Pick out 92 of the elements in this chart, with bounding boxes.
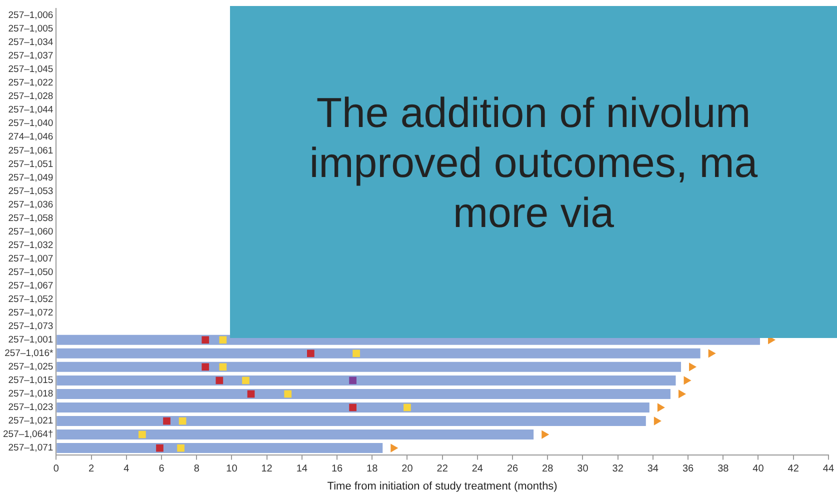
point <box>352 350 360 358</box>
y-tick-label: 257–1,028 <box>8 91 54 102</box>
x-tick-label: 6 <box>158 464 165 475</box>
point <box>202 363 210 371</box>
bar <box>56 402 650 412</box>
point <box>202 336 210 344</box>
x-tick-label: 28 <box>542 464 554 475</box>
x-tick-label: 2 <box>88 464 95 475</box>
y-tick-label: 257–1,036 <box>8 199 54 210</box>
y-tick-label: 257–1,061 <box>8 145 54 156</box>
point <box>284 390 292 398</box>
y-tick-label: 257–1,007 <box>8 253 54 264</box>
x-tick-label: 30 <box>577 464 589 475</box>
y-tick-label: 257–1,016* <box>4 348 54 360</box>
x-tick-label: 38 <box>718 464 730 475</box>
x-tick-label: 32 <box>612 464 624 475</box>
x-tick-label: 14 <box>296 464 308 475</box>
point <box>349 404 356 412</box>
x-tick-label: 40 <box>752 464 764 475</box>
x-tick-label: 12 <box>261 464 273 475</box>
x-axis-title: Time from initiation of study treatment (months) <box>327 480 558 492</box>
y-tick-label: 257–1,073 <box>8 321 54 332</box>
point <box>349 376 356 384</box>
x-tick-label: 26 <box>506 464 519 475</box>
y-tick-label: 257–1,051 <box>8 158 54 170</box>
point <box>216 376 224 384</box>
y-tick-label: 257–1,053 <box>8 186 54 197</box>
y-tick-label: 257–1,045 <box>8 64 54 76</box>
point <box>242 376 250 384</box>
y-tick-label: 257–1,037 <box>8 50 54 62</box>
bar <box>56 375 676 386</box>
point <box>404 404 411 412</box>
x-tick-label: 36 <box>682 464 694 475</box>
y-tick-label: 274–1,046 <box>8 132 54 143</box>
y-tick-label: 257–1,067 <box>8 280 54 292</box>
point <box>138 430 146 438</box>
y-tick-label: 257–1,001 <box>8 334 54 346</box>
y-tick-label: 257–1,005 <box>8 24 54 35</box>
point <box>219 336 227 344</box>
point <box>156 444 164 452</box>
y-tick-label: 257–1,058 <box>8 212 54 224</box>
y-tick-label: 257–1,044 <box>8 104 54 116</box>
y-tick-label: 257–1,040 <box>8 118 54 130</box>
point <box>657 403 665 412</box>
x-tick-label: 16 <box>331 464 344 475</box>
point <box>542 430 550 439</box>
point <box>219 363 227 371</box>
y-tick-label: 257–1,050 <box>8 266 54 278</box>
x-tick-label: 34 <box>647 464 659 475</box>
point <box>684 376 692 385</box>
callout-box: The addition of nivolum improved outcomes, ma more via <box>230 6 837 338</box>
y-tick-label: 257–1,064† <box>2 429 54 440</box>
point <box>654 416 662 426</box>
x-tick-label: 0 <box>53 464 60 475</box>
x-tick-label: 8 <box>194 464 200 475</box>
bar <box>56 362 682 372</box>
y-tick-label: 257–1,072 <box>8 307 54 318</box>
x-tick-label: 44 <box>822 464 834 475</box>
x-tick-label: 10 <box>226 464 238 475</box>
bar <box>56 430 534 440</box>
point <box>247 390 255 398</box>
y-tick-label: 257–1,060 <box>8 226 54 238</box>
y-tick-label: 257–1,032 <box>8 240 54 251</box>
bar <box>56 348 700 358</box>
point <box>163 417 170 425</box>
y-tick-label: 257–1,025 <box>8 362 54 373</box>
x-tick-label: 20 <box>402 464 414 475</box>
y-tick-label: 257–1,022 <box>8 78 54 89</box>
point <box>708 349 716 358</box>
x-tick-label: 18 <box>366 464 378 475</box>
point <box>689 362 697 372</box>
y-tick-label: 257–1,015 <box>8 375 54 386</box>
bar <box>56 388 670 399</box>
y-tick-label: 257–1,052 <box>8 294 54 305</box>
y-tick-label: 257–1,018 <box>8 388 54 400</box>
y-tick-label: 257–1,006 <box>8 10 54 22</box>
point <box>678 390 686 398</box>
y-tick-label: 257–1,034 <box>8 37 54 48</box>
bar <box>56 443 383 454</box>
y-tick-label: 257–1,021 <box>8 416 54 427</box>
x-tick-label: 22 <box>436 464 448 475</box>
y-tick-label: 257–1,023 <box>8 402 54 414</box>
bar <box>56 416 646 426</box>
point <box>178 417 186 425</box>
point <box>177 444 184 452</box>
x-tick-label: 24 <box>472 464 484 475</box>
y-tick-label: 257–1,071 <box>8 442 54 454</box>
x-tick-label: 4 <box>124 464 130 475</box>
x-tick-label: 42 <box>788 464 800 475</box>
point <box>390 444 398 452</box>
point <box>307 350 314 358</box>
y-tick-label: 257–1,049 <box>8 172 54 184</box>
